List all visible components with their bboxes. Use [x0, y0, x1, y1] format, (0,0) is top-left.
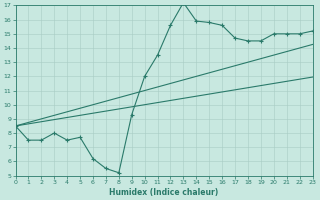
- X-axis label: Humidex (Indice chaleur): Humidex (Indice chaleur): [109, 188, 219, 197]
